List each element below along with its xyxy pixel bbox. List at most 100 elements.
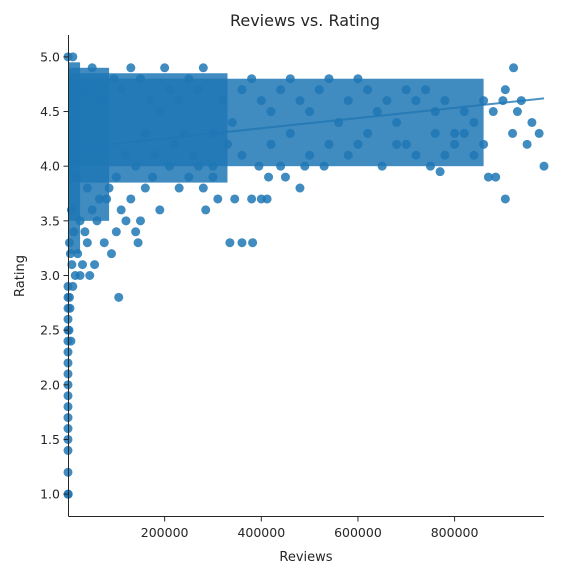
y-tick-label: 1.5 [40,432,60,447]
data-point [489,107,498,116]
data-point [114,293,123,302]
data-point [440,151,449,160]
data-point [305,151,314,160]
data-point [281,173,290,182]
chart-title: Reviews vs. Rating [230,11,380,30]
data-point [324,140,333,149]
data-point [117,205,126,214]
data-point [286,129,295,138]
data-point [184,74,193,83]
data-point [426,162,435,171]
data-point [315,85,324,94]
data-point [194,85,203,94]
y-tick-label: 2.0 [40,377,60,392]
data-point [491,173,500,182]
data-point [382,96,391,105]
data-point [223,140,232,149]
x-axis-ticks: 200000 400000 600000 800000 [141,517,479,541]
data-point [88,205,97,214]
data-point [276,162,285,171]
data-point [175,184,184,193]
data-point [90,260,99,269]
data-point [175,96,184,105]
data-point [121,216,130,225]
data-point [65,304,74,313]
data-point [431,129,440,138]
data-point [421,85,430,94]
data-point [95,194,104,203]
data-point [411,151,420,160]
x-tick-label: 400000 [237,525,285,540]
data-point [165,85,174,94]
data-point [100,238,109,247]
data-point [266,140,275,149]
data-point [134,238,143,247]
data-point [450,129,459,138]
data-point [201,205,210,214]
data-point [225,238,234,247]
y-tick-label: 5.0 [40,49,60,64]
data-point [155,205,164,214]
y-tick-label: 4.5 [40,104,60,119]
data-point [440,96,449,105]
data-point [85,271,94,280]
data-point [237,85,246,94]
data-point [540,162,549,171]
data-point [509,63,518,72]
data-point [295,184,304,193]
data-point [501,194,510,203]
data-point [199,184,208,193]
data-point [141,184,150,193]
data-point [184,173,193,182]
data-point [121,151,130,160]
data-point [353,140,362,149]
data-point [126,194,135,203]
data-point [208,173,217,182]
data-point [146,96,155,105]
data-point [460,129,469,138]
data-point [373,107,382,116]
y-axis-label: Rating [13,255,28,297]
data-point [257,96,266,105]
data-point [194,162,203,171]
data-point [527,118,536,127]
data-point [469,151,478,160]
data-point [479,140,488,149]
data-point [218,96,227,105]
data-point [230,194,239,203]
data-point [460,107,469,116]
y-tick-label: 3.0 [40,268,60,283]
y-tick-label: 4.0 [40,159,60,174]
data-point [105,184,114,193]
x-tick-label: 600000 [334,525,382,540]
data-point [88,63,97,72]
data-point [363,85,372,94]
x-axis-label: Reviews [279,550,332,565]
data-point [92,216,101,225]
data-point [295,96,304,105]
data-point [402,140,411,149]
data-point [117,85,126,94]
data-point [300,162,309,171]
data-point [276,85,285,94]
x-tick-label: 800000 [431,525,479,540]
data-point [126,63,135,72]
data-point [112,227,121,236]
data-point [402,85,411,94]
data-point [431,107,440,116]
data-point [83,238,92,247]
data-point [112,173,121,182]
y-tick-label: 3.5 [40,213,60,228]
data-point [508,129,517,138]
dense-point-bands [68,62,484,253]
data-point [76,271,85,280]
data-point [208,162,217,171]
data-point [155,107,164,116]
data-point [165,162,174,171]
data-point [65,238,74,247]
data-point [170,140,179,149]
data-point [97,96,106,105]
data-point [65,293,74,302]
data-point [263,194,272,203]
